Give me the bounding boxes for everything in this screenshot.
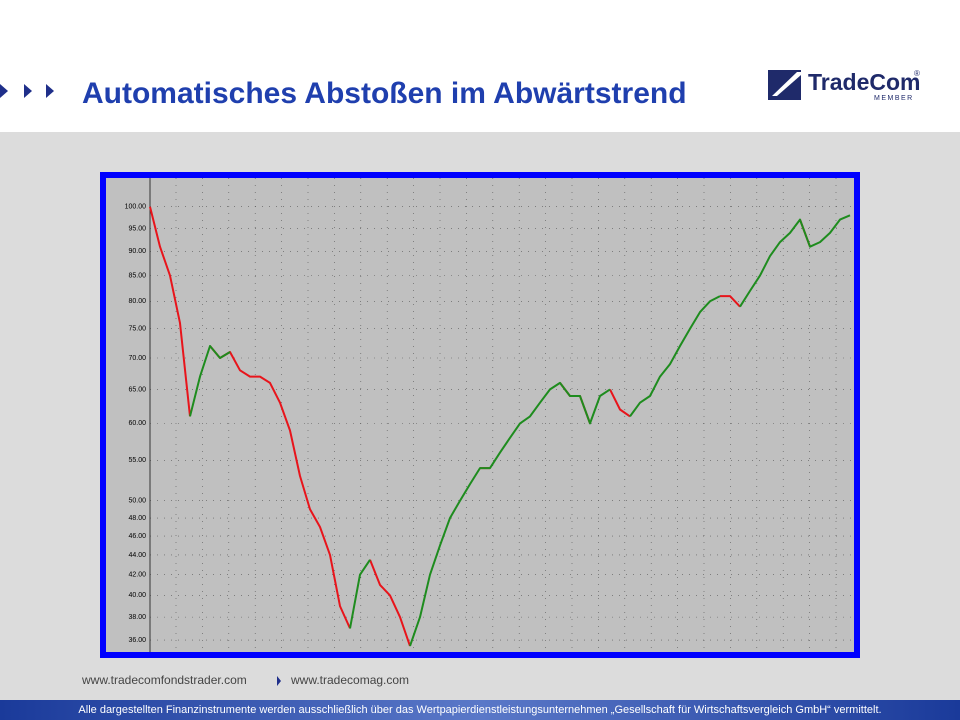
y-tick-label: 60.00 [128, 420, 146, 427]
slide-title: Automatisches Abstoßen im Abwärtstrend [82, 77, 687, 110]
chart-frame [100, 172, 860, 658]
bullets [0, 84, 54, 98]
logo-name: TradeCom [808, 69, 920, 95]
y-tick-label: 100.00 [125, 204, 147, 211]
y-tick-label: 85.00 [128, 272, 146, 279]
link: www.tradecomfondstrader.com [81, 673, 247, 687]
y-tick-label: 38.00 [128, 614, 146, 621]
y-tick-label: 46.00 [128, 533, 146, 540]
footer: Alle dargestellten Finanzinstrumente wer… [78, 704, 881, 716]
logo-mark: ® [914, 69, 920, 78]
y-tick-label: 44.00 [128, 552, 146, 559]
header-bg [0, 0, 960, 132]
logo-sub: MEMBER [874, 95, 914, 102]
y-tick-label: 50.00 [128, 498, 146, 505]
y-tick-label: 75.00 [128, 326, 146, 333]
y-tick-label: 40.00 [128, 592, 146, 599]
y-tick-label: 55.00 [128, 457, 146, 464]
y-tick-label: 80.00 [128, 298, 146, 305]
y-tick-label: 90.00 [128, 248, 146, 255]
y-tick-label: 65.00 [128, 386, 146, 393]
y-tick-label: 36.00 [128, 637, 146, 644]
y-tick-label: 70.00 [128, 355, 146, 362]
y-tick-label: 48.00 [128, 515, 146, 522]
footer-bar [0, 700, 960, 720]
y-tick-label: 42.00 [128, 572, 146, 579]
link: www.tradecomag.com [290, 673, 409, 687]
plot: 100.00 95.00 90.00 85.00 80.00 75.00 70.00 65.0… [125, 178, 856, 652]
logo: TradeCom ® MEMBER [768, 69, 920, 102]
y-tick-label: 95.00 [128, 225, 146, 232]
series-line [189, 214, 851, 647]
link-sep [277, 676, 281, 686]
